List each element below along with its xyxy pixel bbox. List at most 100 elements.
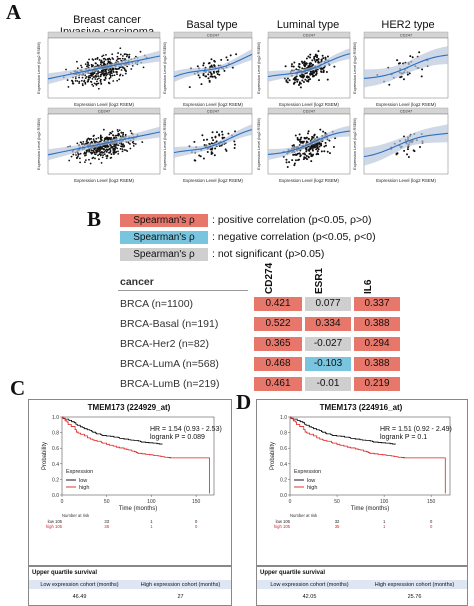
scatter-point <box>96 78 99 81</box>
scatter-point <box>100 83 103 85</box>
facet-strip-label: CD247 <box>400 109 413 114</box>
scatter-point <box>198 76 201 79</box>
scatter-point <box>314 60 317 63</box>
scatter-point <box>101 72 103 75</box>
scatter-point <box>76 80 79 82</box>
scatter-point <box>113 153 115 156</box>
x-axis-label: Expression Level (log2 RSEM) <box>74 178 134 183</box>
scatter-point <box>317 79 320 82</box>
y-axis-label: Expression Level (log2 RSEM) <box>353 117 357 169</box>
scatter-point <box>285 80 288 83</box>
scatter-point <box>70 155 73 158</box>
uq-val1-c: 46.49 <box>72 594 87 600</box>
uq-table-c: Upper quartile survival Low expression c… <box>28 566 232 606</box>
scatter-point <box>317 142 320 145</box>
scatter-point <box>295 75 298 78</box>
legend-box-positive: Spearman's ρ <box>120 214 208 227</box>
scatter-point <box>305 57 308 60</box>
y-tick-label: 0.2 <box>52 477 59 483</box>
x-tick-label: 150 <box>427 499 436 505</box>
scatter-point <box>86 142 89 145</box>
scatter-point <box>291 159 294 162</box>
scatter-point <box>121 74 124 77</box>
scatter-point <box>129 147 132 150</box>
scatter-point <box>92 150 95 153</box>
scatter-point <box>103 150 106 153</box>
legend-box-negative: Spearman's ρ <box>120 231 208 244</box>
scatter-point <box>106 58 109 60</box>
scatter-point <box>108 136 110 139</box>
scatter-point <box>84 77 87 80</box>
scatter-point <box>108 57 111 60</box>
scatter-point <box>403 149 406 152</box>
scatter-point <box>110 146 113 149</box>
scatter-point <box>120 69 123 71</box>
scatter-point <box>109 70 111 73</box>
scatter-point <box>323 150 326 153</box>
y-axis-label: Expression Level (log2 RSEM) <box>353 41 357 93</box>
scatter-point <box>84 82 87 85</box>
scatter-point <box>205 75 208 78</box>
cor-annotation-bg <box>138 40 158 47</box>
fit-line <box>173 53 253 78</box>
scatter-point <box>304 78 307 81</box>
cor-annotation-bg <box>138 116 158 123</box>
gene-label-il6: IL6 <box>363 279 374 294</box>
scatter-point <box>105 150 108 153</box>
scatter-point <box>304 147 307 150</box>
km-risk-high: high 105 <box>274 524 291 529</box>
scatter-point <box>214 147 217 150</box>
scatter-point <box>296 136 299 139</box>
scatter-point <box>108 77 111 80</box>
y-tick-label: 0.6 <box>280 446 287 452</box>
km-risk-low: 0 <box>195 519 198 524</box>
facet-strip-label: CD247 <box>303 33 316 38</box>
scatter-point <box>87 63 89 66</box>
scatter-point <box>288 79 291 82</box>
scatter-point <box>101 55 103 58</box>
cor-annotation-bg <box>426 116 446 123</box>
scatter-point <box>95 62 97 65</box>
scatter-point <box>90 137 93 140</box>
scatter-point <box>107 81 110 84</box>
y-tick-label: 1.0 <box>52 415 59 421</box>
scatter-point <box>98 150 100 153</box>
scatter-point <box>294 78 297 81</box>
scatter-point <box>309 56 312 59</box>
scatter-point <box>313 71 316 74</box>
y-axis-label: Expression Level (log2 RSEM) <box>163 41 167 93</box>
correlation-cell: 0.388 <box>354 357 400 371</box>
scatter-point <box>221 133 224 136</box>
km-x-label: Time (months) <box>119 506 157 512</box>
km-plot-c: 0.00.20.40.60.81.00 50 100 150ProbabilityTi… <box>42 415 215 529</box>
x-axis-label: Expression Level (log2 RSEM) <box>183 102 243 107</box>
correlation-cell: 0.077 <box>305 297 351 311</box>
scatter-point <box>106 73 109 75</box>
scatter-point <box>112 70 115 73</box>
scatter-point <box>81 84 84 87</box>
scatter-point <box>95 149 97 152</box>
scatter-point <box>105 157 108 160</box>
scatter-point <box>112 58 115 61</box>
y-axis-label: Expression Level (log2 RSEM) <box>37 117 41 169</box>
scatter-point <box>91 77 94 80</box>
scatter-point <box>130 132 133 135</box>
scatter-point <box>315 153 318 156</box>
scatter-point <box>102 154 104 157</box>
scatter-point <box>298 152 301 155</box>
scatter-point <box>213 59 216 62</box>
fit-line <box>47 131 161 156</box>
scatter-point <box>68 159 71 162</box>
scatter-point <box>307 132 310 135</box>
scatter-point <box>320 150 323 153</box>
scatter-point <box>123 53 126 56</box>
scatter-point <box>102 148 105 151</box>
scatter-point <box>320 144 323 147</box>
scatter-point <box>122 131 125 134</box>
scatter-point <box>103 64 105 66</box>
scatter-point <box>311 154 314 157</box>
km-risk-low: 32 <box>335 519 340 524</box>
scatter-point <box>305 62 308 65</box>
scatter-point <box>93 76 96 78</box>
scatter-point <box>103 57 106 60</box>
